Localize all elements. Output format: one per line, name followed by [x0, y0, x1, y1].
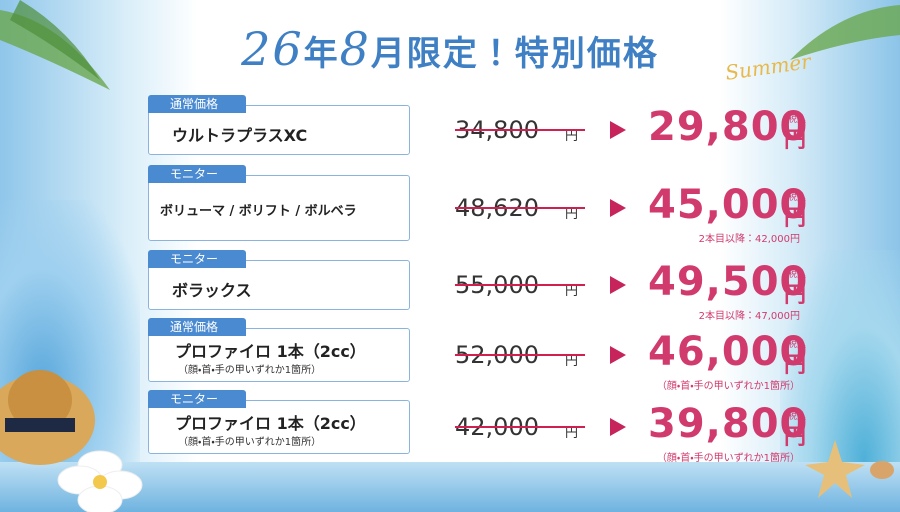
starfish — [805, 440, 894, 498]
row-tag: 通常価格 — [148, 318, 246, 336]
sale-note: （顔・首・手の甲いずれか1箇所） — [656, 453, 800, 464]
sale-price: 46,000 — [648, 329, 809, 375]
title: 26年8月限定！特別価格 — [0, 22, 900, 76]
item-name: ボラックス — [172, 281, 252, 300]
sale-note: （顔・首・手の甲いずれか1箇所） — [656, 381, 800, 392]
tax-label: 税込 — [788, 193, 807, 203]
item-name: プロファイロ 1本（2cc） — [175, 414, 366, 433]
water-decoration — [0, 462, 900, 512]
strike-line — [455, 129, 585, 131]
tax-label: 税込 — [788, 115, 807, 125]
sale-price: 45,000 — [648, 182, 809, 228]
row-box — [148, 400, 410, 454]
row-box — [148, 175, 410, 241]
title-rest: 月限定！特別価格 — [370, 34, 659, 74]
sale-note: 2本目以降：47,000円 — [698, 311, 800, 322]
currency: 円 — [784, 283, 807, 308]
currency: 円 — [565, 426, 579, 441]
sale-price: 29,800 — [648, 104, 809, 150]
arrow — [610, 199, 626, 217]
row-box — [148, 328, 410, 382]
item-note: （顔・首・手の甲いずれか1箇所） — [178, 437, 322, 448]
title-month: 8 — [339, 22, 371, 76]
arrow — [610, 346, 626, 364]
currency: 円 — [565, 207, 579, 222]
palm-leaf — [0, 0, 110, 90]
row-tag: モニター — [148, 250, 246, 268]
currency: 円 — [565, 284, 579, 299]
title-year-unit: 年 — [303, 34, 340, 74]
strike-line — [455, 284, 585, 286]
sale-price: 39,800 — [648, 401, 809, 447]
currency: 円 — [784, 206, 807, 231]
tax-label: 税込 — [788, 412, 807, 422]
hat-and-flower — [0, 370, 143, 512]
arrow — [610, 418, 626, 436]
title-year: 26 — [241, 22, 304, 76]
tax-label: 税込 — [788, 340, 807, 350]
row-tag: 通常価格 — [148, 95, 246, 113]
sale-note: 2本目以降：42,000円 — [698, 234, 800, 245]
arrow — [610, 121, 626, 139]
item-note: （顔・首・手の甲いずれか1箇所） — [178, 365, 322, 376]
palm-leaf — [790, 5, 900, 60]
strike-line — [455, 354, 585, 356]
strike-line — [455, 426, 585, 428]
row-box — [148, 260, 410, 310]
currency: 円 — [565, 129, 579, 144]
currency: 円 — [784, 353, 807, 378]
arrow — [610, 276, 626, 294]
row-tag: モニター — [148, 390, 246, 408]
tax-label: 税込 — [788, 270, 807, 280]
item-name: プロファイロ 1本（2cc） — [175, 342, 366, 361]
item-name: ボリューマ / ボリフト / ボルベラ — [160, 204, 357, 219]
currency: 円 — [565, 354, 579, 369]
row-box — [148, 105, 410, 155]
currency: 円 — [784, 425, 807, 450]
currency: 円 — [784, 128, 807, 153]
sale-price: 49,500 — [648, 259, 809, 305]
strike-line — [455, 207, 585, 209]
row-tag: モニター — [148, 165, 246, 183]
item-name: ウルトラプラスXC — [172, 126, 308, 145]
